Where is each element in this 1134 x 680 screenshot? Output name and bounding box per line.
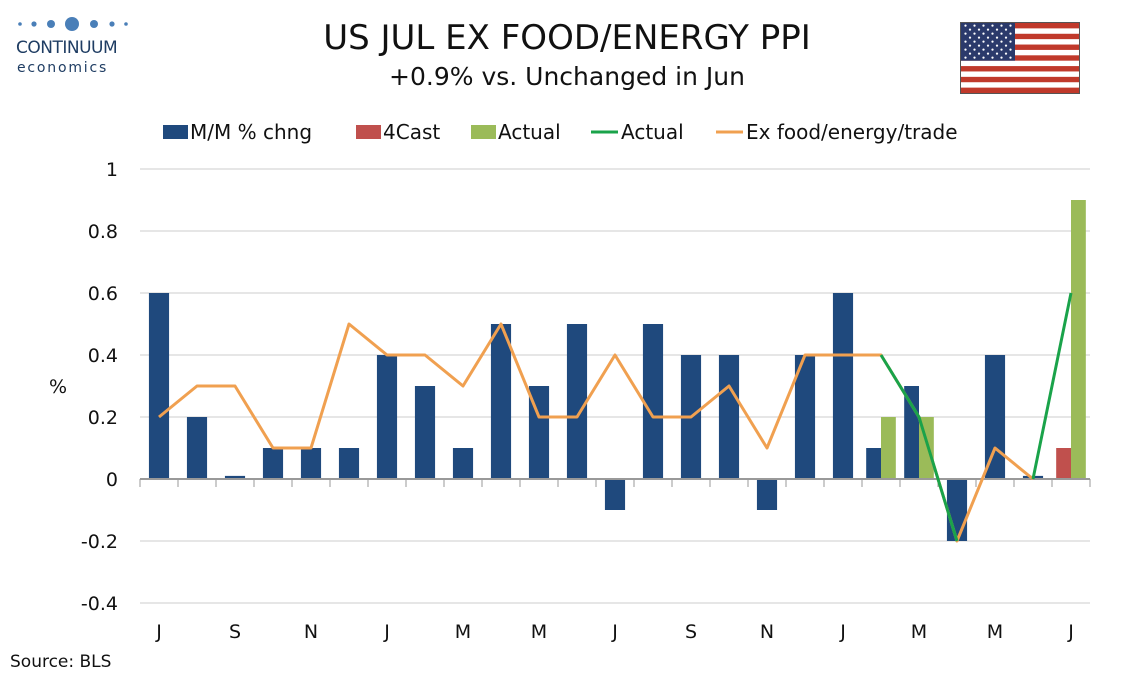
- logo-name: CONTINUUM: [16, 38, 118, 58]
- bar-m-m-chng-3: [262, 448, 284, 479]
- x-tick-label: M: [987, 621, 1003, 643]
- y-tick-label: -0.2: [81, 531, 118, 553]
- x-tick-label: M: [455, 621, 471, 643]
- x-tick-label: S: [229, 621, 241, 643]
- bar-4cast-24: [1056, 448, 1071, 479]
- bar-actual-24: [1071, 200, 1086, 479]
- legend: M/M % chng 4Cast Actual Actual Ex food/energ…: [163, 120, 958, 144]
- logo-dots-icon: [18, 17, 128, 31]
- bar-m-m-chng-12: [604, 479, 626, 510]
- x-axis: [139, 478, 1091, 487]
- legend-swatch: [471, 125, 496, 139]
- us-flag-icon: [960, 22, 1080, 94]
- x-tick-label: M: [911, 621, 927, 643]
- line-ex-food-energy-trade: [158, 322, 1034, 543]
- x-tick-label: J: [1067, 621, 1074, 643]
- legend-label: Actual: [621, 120, 684, 144]
- bar-m-m-chng-21: [946, 479, 968, 541]
- logo-subtitle: economics: [17, 60, 109, 76]
- legend-item-actual-line: Actual: [591, 120, 684, 144]
- y-tick-label: 0: [106, 469, 118, 491]
- legend-swatch: [356, 125, 381, 139]
- chart-title: US JUL EX FOOD/ENERGY PPI: [323, 18, 811, 58]
- bar-m-m-chng-20: [904, 386, 919, 479]
- line-actual: [879, 292, 1073, 542]
- x-tick-label: J: [155, 621, 162, 643]
- x-tick-label: J: [839, 621, 846, 643]
- bar-m-m-chng-19: [866, 448, 881, 479]
- legend-label: M/M % chng: [190, 120, 312, 144]
- bar-m-m-chng-13: [642, 324, 664, 479]
- bar-m-m-chng-15: [718, 355, 740, 479]
- legend-label: Ex food/energy/trade: [746, 120, 958, 144]
- x-tick-label: N: [304, 621, 318, 643]
- x-tick-label: S: [685, 621, 697, 643]
- bar-m-m-chng-8: [452, 448, 474, 479]
- bar-m-m-chng-10: [528, 386, 550, 479]
- bar-m-m-chng-7: [414, 386, 436, 479]
- bar-m-m-chng-6: [376, 355, 398, 479]
- y-tick-label: 0.8: [88, 221, 118, 243]
- bar-m-m-chng-2: [224, 475, 246, 479]
- legend-item-m-m-chng-bar: M/M % chng: [163, 120, 312, 144]
- legend-item-actual-bar: Actual: [471, 120, 561, 144]
- bars: [148, 200, 1086, 541]
- lines: [158, 292, 1073, 543]
- chart-subtitle: +0.9% vs. Unchanged in Jun: [389, 62, 745, 91]
- bar-m-m-chng-11: [566, 324, 588, 479]
- x-tick-label: J: [383, 621, 390, 643]
- bar-m-m-chng-1: [186, 417, 208, 479]
- y-tick-label: 1: [106, 159, 118, 181]
- y-tick-label: 0.4: [88, 345, 118, 367]
- bar-m-m-chng-16: [756, 479, 778, 510]
- legend-label: Actual: [498, 120, 561, 144]
- bar-m-m-chng-9: [490, 324, 512, 479]
- bar-m-m-chng-22: [984, 355, 1006, 479]
- legend-item-ex-food-energy-trade-line: Ex food/energy/trade: [716, 120, 958, 144]
- legend-label: 4Cast: [383, 120, 440, 144]
- y-axis: 1 0.8 0.6 0.4 0.2 0 -0.2 -0.4: [81, 159, 118, 615]
- bar-m-m-chng-5: [338, 448, 360, 479]
- y-axis-label: %: [49, 376, 67, 398]
- source-note: Source: BLS: [10, 652, 112, 672]
- y-tick-label: 0.6: [88, 283, 118, 305]
- legend-item-4cast-bar: 4Cast: [356, 120, 440, 144]
- bar-m-m-chng-18: [832, 293, 854, 479]
- bar-actual-19: [881, 417, 896, 479]
- y-tick-label: 0.2: [88, 407, 118, 429]
- x-tick-label: M: [531, 621, 547, 643]
- bar-m-m-chng-17: [794, 355, 816, 479]
- legend-swatch: [163, 125, 188, 139]
- x-tick-label: J: [611, 621, 618, 643]
- continuum-logo: CONTINUUM economics: [12, 14, 142, 76]
- x-tick-label: N: [760, 621, 774, 643]
- bar-m-m-chng-4: [300, 448, 322, 479]
- y-tick-label: -0.4: [81, 593, 118, 615]
- bar-m-m-chng-0: [148, 293, 170, 479]
